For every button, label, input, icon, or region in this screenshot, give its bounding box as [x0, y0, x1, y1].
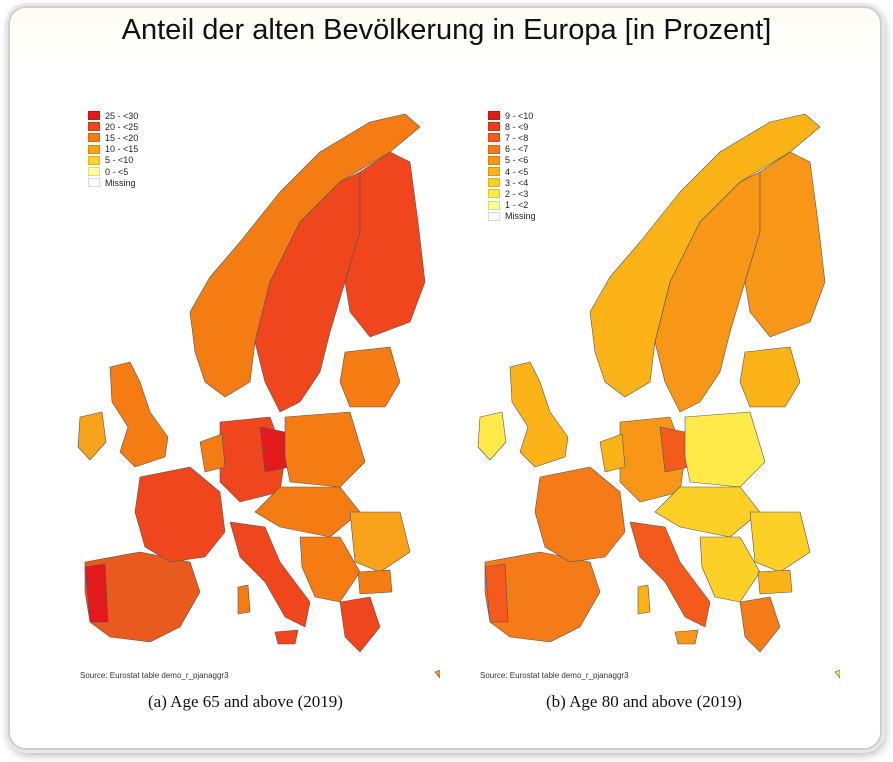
region-finland — [744, 151, 826, 338]
legend-item: 3 - <4 — [488, 177, 536, 188]
legend-label: 5 - <6 — [505, 155, 529, 166]
region-poland — [684, 411, 766, 488]
legend-item: 2 - <3 — [488, 188, 536, 199]
region-sicily — [674, 629, 699, 645]
legend-item: Missing — [488, 211, 536, 222]
region-bulgaria — [357, 569, 393, 595]
region-ireland — [477, 411, 507, 461]
region-sardinia — [237, 584, 251, 615]
legend-swatch — [88, 122, 100, 132]
region-uk — [509, 361, 569, 468]
legend-swatch — [88, 155, 100, 165]
region-norway — [589, 113, 821, 398]
legend-label: 2 - <3 — [505, 188, 529, 199]
region-cyprus — [834, 669, 840, 679]
europe-map-age-80 — [477, 113, 840, 679]
region-sardinia — [637, 584, 651, 615]
legend-label: 25 - <30 — [105, 110, 139, 121]
region-greece — [739, 596, 781, 653]
region-baltics — [339, 346, 401, 408]
legend-swatch — [88, 144, 100, 154]
source-note: Source: Eurostat table demo_r_pjanaggr3 — [480, 671, 629, 680]
region-sicily — [274, 629, 299, 645]
region-benelux — [599, 433, 626, 473]
legend-swatch — [488, 155, 500, 165]
legend-swatch — [488, 200, 500, 210]
legend-label: 15 - <20 — [105, 132, 139, 143]
legend-swatch — [488, 133, 500, 143]
legend-item: 20 - <25 — [88, 121, 138, 132]
legend-item: 5 - <6 — [488, 155, 536, 166]
region-greece — [339, 596, 381, 653]
region-norway — [189, 113, 421, 398]
region-italy — [229, 521, 311, 628]
region-baltics — [739, 346, 801, 408]
legend-item: 6 - <7 — [488, 144, 536, 155]
legend-swatch — [488, 189, 500, 199]
region-sweden — [254, 171, 361, 413]
legend-label: 9 - <10 — [505, 110, 534, 121]
legend-label: 1 - <2 — [505, 200, 529, 211]
region-portugal — [84, 563, 109, 623]
region-france — [534, 466, 626, 563]
europe-map-age-65 — [77, 113, 440, 679]
region-balkans — [299, 536, 361, 603]
legend-label: 7 - <8 — [505, 132, 529, 143]
legend-item: 1 - <2 — [488, 200, 536, 211]
region-poland — [284, 411, 366, 488]
legend-age-65: 25 - <30 20 - <25 15 - <20 10 - <15 5 - <10 0… — [88, 110, 138, 188]
region-bulgaria — [757, 569, 793, 595]
legend-item: 9 - <10 — [488, 110, 536, 121]
legend-label: 10 - <15 — [105, 144, 139, 155]
legend-label: 5 - <10 — [105, 155, 134, 166]
legend-item: 5 - <10 — [88, 155, 138, 166]
legend-label: 4 - <5 — [505, 166, 529, 177]
region-balkans — [699, 536, 761, 603]
legend-swatch — [488, 122, 500, 132]
legend-item: 7 - <8 — [488, 132, 536, 143]
legend-swatch — [488, 178, 500, 188]
region-ireland — [77, 411, 107, 461]
legend-item: 25 - <30 — [88, 110, 138, 121]
legend-label: 0 - <5 — [105, 166, 129, 177]
caption-age-65: (a) Age 65 and above (2019) — [148, 692, 343, 711]
legend-swatch — [488, 144, 500, 154]
region-uk — [109, 361, 169, 468]
legend-swatch — [488, 167, 500, 177]
legend-item: Missing — [88, 177, 138, 188]
legend-label: 20 - <25 — [105, 121, 139, 132]
region-sweden — [654, 171, 761, 413]
legend-swatch — [488, 111, 500, 121]
legend-swatch — [88, 167, 100, 177]
map-panel-age-65: 25 - <30 20 - <25 15 - <20 10 - <15 5 - <10 0… — [40, 82, 440, 722]
legend-swatch — [88, 133, 100, 143]
region-benelux — [199, 433, 226, 473]
region-cyprus — [434, 669, 440, 679]
legend-item: 4 - <5 — [488, 166, 536, 177]
legend-swatch — [88, 178, 100, 188]
legend-swatch — [488, 211, 500, 221]
map-panel-age-80: 9 - <10 8 - <9 7 - <8 6 - <7 5 - <6 4 - <5 3 -… — [440, 82, 840, 722]
region-finland — [344, 151, 426, 338]
legend-age-80: 9 - <10 8 - <9 7 - <8 6 - <7 5 - <6 4 - <5 3 -… — [488, 110, 536, 222]
region-italy — [629, 521, 711, 628]
legend-item: 15 - <20 — [88, 132, 138, 143]
legend-label: Missing — [105, 177, 136, 188]
region-france — [134, 466, 226, 563]
legend-item: 10 - <15 — [88, 144, 138, 155]
region-romania — [349, 511, 411, 573]
region-portugal — [484, 563, 509, 623]
legend-swatch — [88, 111, 100, 121]
source-note: Source: Eurostat table demo_r_pjanaggr3 — [80, 671, 229, 680]
legend-label: 8 - <9 — [505, 121, 529, 132]
legend-item: 8 - <9 — [488, 121, 536, 132]
caption-age-80: (b) Age 80 and above (2019) — [546, 692, 742, 711]
region-romania — [749, 511, 811, 573]
legend-label: 6 - <7 — [505, 144, 529, 155]
legend-label: Missing — [505, 211, 536, 222]
slide-title: Anteil der alten Bevölkerung in Europa [… — [121, 14, 772, 46]
legend-item: 0 - <5 — [88, 166, 138, 177]
legend-label: 3 - <4 — [505, 177, 529, 188]
